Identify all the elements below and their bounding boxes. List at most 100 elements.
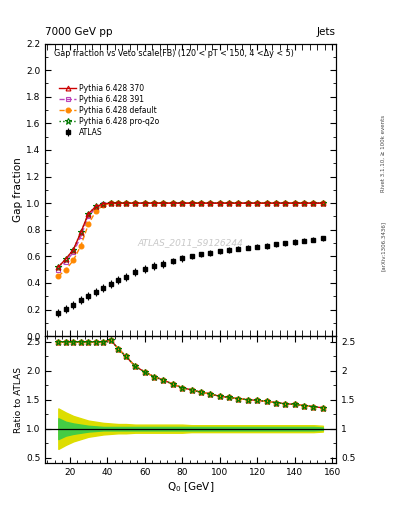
- Pythia 6.428 370: [236, 200, 241, 206]
- Pythia 6.428 370: [101, 201, 106, 207]
- Pythia 6.428 370: [292, 200, 297, 206]
- Pythia 6.428 default: [180, 200, 185, 206]
- Pythia 6.428 pro-q2o: [171, 200, 175, 206]
- Pythia 6.428 pro-q2o: [56, 264, 61, 270]
- Pythia 6.428 pro-q2o: [189, 200, 194, 206]
- Pythia 6.428 370: [321, 200, 325, 206]
- Pythia 6.428 391: [208, 200, 213, 206]
- Text: 7000 GeV pp: 7000 GeV pp: [45, 27, 113, 37]
- Pythia 6.428 default: [56, 273, 61, 280]
- Pythia 6.428 370: [86, 211, 91, 217]
- Pythia 6.428 default: [123, 200, 128, 206]
- Line: Pythia 6.428 370: Pythia 6.428 370: [56, 201, 325, 269]
- Pythia 6.428 pro-q2o: [116, 200, 121, 206]
- Pythia 6.428 391: [116, 200, 121, 206]
- Legend: Pythia 6.428 370, Pythia 6.428 391, Pythia 6.428 default, Pythia 6.428 pro-q2o, : Pythia 6.428 370, Pythia 6.428 391, Pyth…: [58, 82, 161, 138]
- Pythia 6.428 pro-q2o: [152, 200, 156, 206]
- Pythia 6.428 391: [71, 249, 76, 255]
- Pythia 6.428 391: [108, 200, 113, 206]
- Pythia 6.428 pro-q2o: [133, 200, 138, 206]
- Pythia 6.428 391: [321, 200, 325, 206]
- Pythia 6.428 default: [274, 200, 278, 206]
- Pythia 6.428 370: [283, 200, 288, 206]
- X-axis label: Q$_0$ [GeV]: Q$_0$ [GeV]: [167, 480, 214, 494]
- Pythia 6.428 default: [311, 200, 316, 206]
- Pythia 6.428 default: [171, 200, 175, 206]
- Pythia 6.428 pro-q2o: [274, 200, 278, 206]
- Pythia 6.428 default: [283, 200, 288, 206]
- Pythia 6.428 370: [217, 200, 222, 206]
- Pythia 6.428 default: [189, 200, 194, 206]
- Pythia 6.428 default: [208, 200, 213, 206]
- Pythia 6.428 391: [94, 205, 98, 211]
- Pythia 6.428 370: [94, 203, 98, 209]
- Pythia 6.428 370: [133, 200, 138, 206]
- Pythia 6.428 391: [283, 200, 288, 206]
- Pythia 6.428 default: [86, 221, 91, 227]
- Pythia 6.428 391: [217, 200, 222, 206]
- Text: Rivet 3.1.10, ≥ 100k events: Rivet 3.1.10, ≥ 100k events: [381, 115, 386, 192]
- Pythia 6.428 default: [292, 200, 297, 206]
- Pythia 6.428 default: [321, 200, 325, 206]
- Pythia 6.428 pro-q2o: [302, 200, 307, 206]
- Pythia 6.428 391: [198, 200, 203, 206]
- Pythia 6.428 391: [255, 200, 259, 206]
- Pythia 6.428 370: [264, 200, 269, 206]
- Pythia 6.428 370: [208, 200, 213, 206]
- Y-axis label: Ratio to ATLAS: Ratio to ATLAS: [14, 367, 23, 433]
- Pythia 6.428 370: [171, 200, 175, 206]
- Pythia 6.428 default: [198, 200, 203, 206]
- Pythia 6.428 pro-q2o: [208, 200, 213, 206]
- Pythia 6.428 391: [311, 200, 316, 206]
- Pythia 6.428 pro-q2o: [255, 200, 259, 206]
- Text: [arXiv:1306.3436]: [arXiv:1306.3436]: [381, 221, 386, 271]
- Text: Gap fraction vs Veto scale(FB) (120 < pT < 150, 4 <Δy < 5): Gap fraction vs Veto scale(FB) (120 < pT…: [54, 49, 294, 58]
- Pythia 6.428 370: [71, 247, 76, 253]
- Text: Jets: Jets: [317, 27, 336, 37]
- Pythia 6.428 391: [56, 267, 61, 273]
- Line: Pythia 6.428 391: Pythia 6.428 391: [56, 201, 325, 272]
- Pythia 6.428 pro-q2o: [161, 200, 166, 206]
- Pythia 6.428 pro-q2o: [123, 200, 128, 206]
- Pythia 6.428 370: [152, 200, 156, 206]
- Pythia 6.428 default: [264, 200, 269, 206]
- Pythia 6.428 default: [94, 208, 98, 214]
- Pythia 6.428 default: [161, 200, 166, 206]
- Pythia 6.428 pro-q2o: [180, 200, 185, 206]
- Pythia 6.428 default: [133, 200, 138, 206]
- Pythia 6.428 default: [71, 257, 76, 263]
- Pythia 6.428 391: [64, 259, 68, 265]
- Pythia 6.428 391: [189, 200, 194, 206]
- Pythia 6.428 391: [302, 200, 307, 206]
- Pythia 6.428 default: [236, 200, 241, 206]
- Pythia 6.428 default: [246, 200, 250, 206]
- Pythia 6.428 370: [64, 256, 68, 262]
- Text: ATLAS_2011_S9126244: ATLAS_2011_S9126244: [138, 238, 244, 247]
- Pythia 6.428 default: [79, 243, 83, 249]
- Pythia 6.428 pro-q2o: [94, 203, 98, 209]
- Pythia 6.428 pro-q2o: [64, 256, 68, 262]
- Pythia 6.428 pro-q2o: [108, 200, 113, 206]
- Pythia 6.428 pro-q2o: [311, 200, 316, 206]
- Pythia 6.428 default: [116, 200, 121, 206]
- Pythia 6.428 391: [123, 200, 128, 206]
- Pythia 6.428 391: [133, 200, 138, 206]
- Pythia 6.428 370: [123, 200, 128, 206]
- Pythia 6.428 default: [217, 200, 222, 206]
- Pythia 6.428 pro-q2o: [217, 200, 222, 206]
- Pythia 6.428 370: [108, 200, 113, 206]
- Pythia 6.428 pro-q2o: [246, 200, 250, 206]
- Pythia 6.428 391: [79, 233, 83, 240]
- Pythia 6.428 pro-q2o: [321, 200, 325, 206]
- Pythia 6.428 370: [198, 200, 203, 206]
- Pythia 6.428 pro-q2o: [198, 200, 203, 206]
- Pythia 6.428 pro-q2o: [86, 211, 91, 217]
- Pythia 6.428 370: [255, 200, 259, 206]
- Pythia 6.428 default: [64, 267, 68, 273]
- Pythia 6.428 default: [302, 200, 307, 206]
- Pythia 6.428 391: [274, 200, 278, 206]
- Pythia 6.428 391: [227, 200, 231, 206]
- Pythia 6.428 370: [246, 200, 250, 206]
- Y-axis label: Gap fraction: Gap fraction: [13, 158, 23, 222]
- Pythia 6.428 370: [227, 200, 231, 206]
